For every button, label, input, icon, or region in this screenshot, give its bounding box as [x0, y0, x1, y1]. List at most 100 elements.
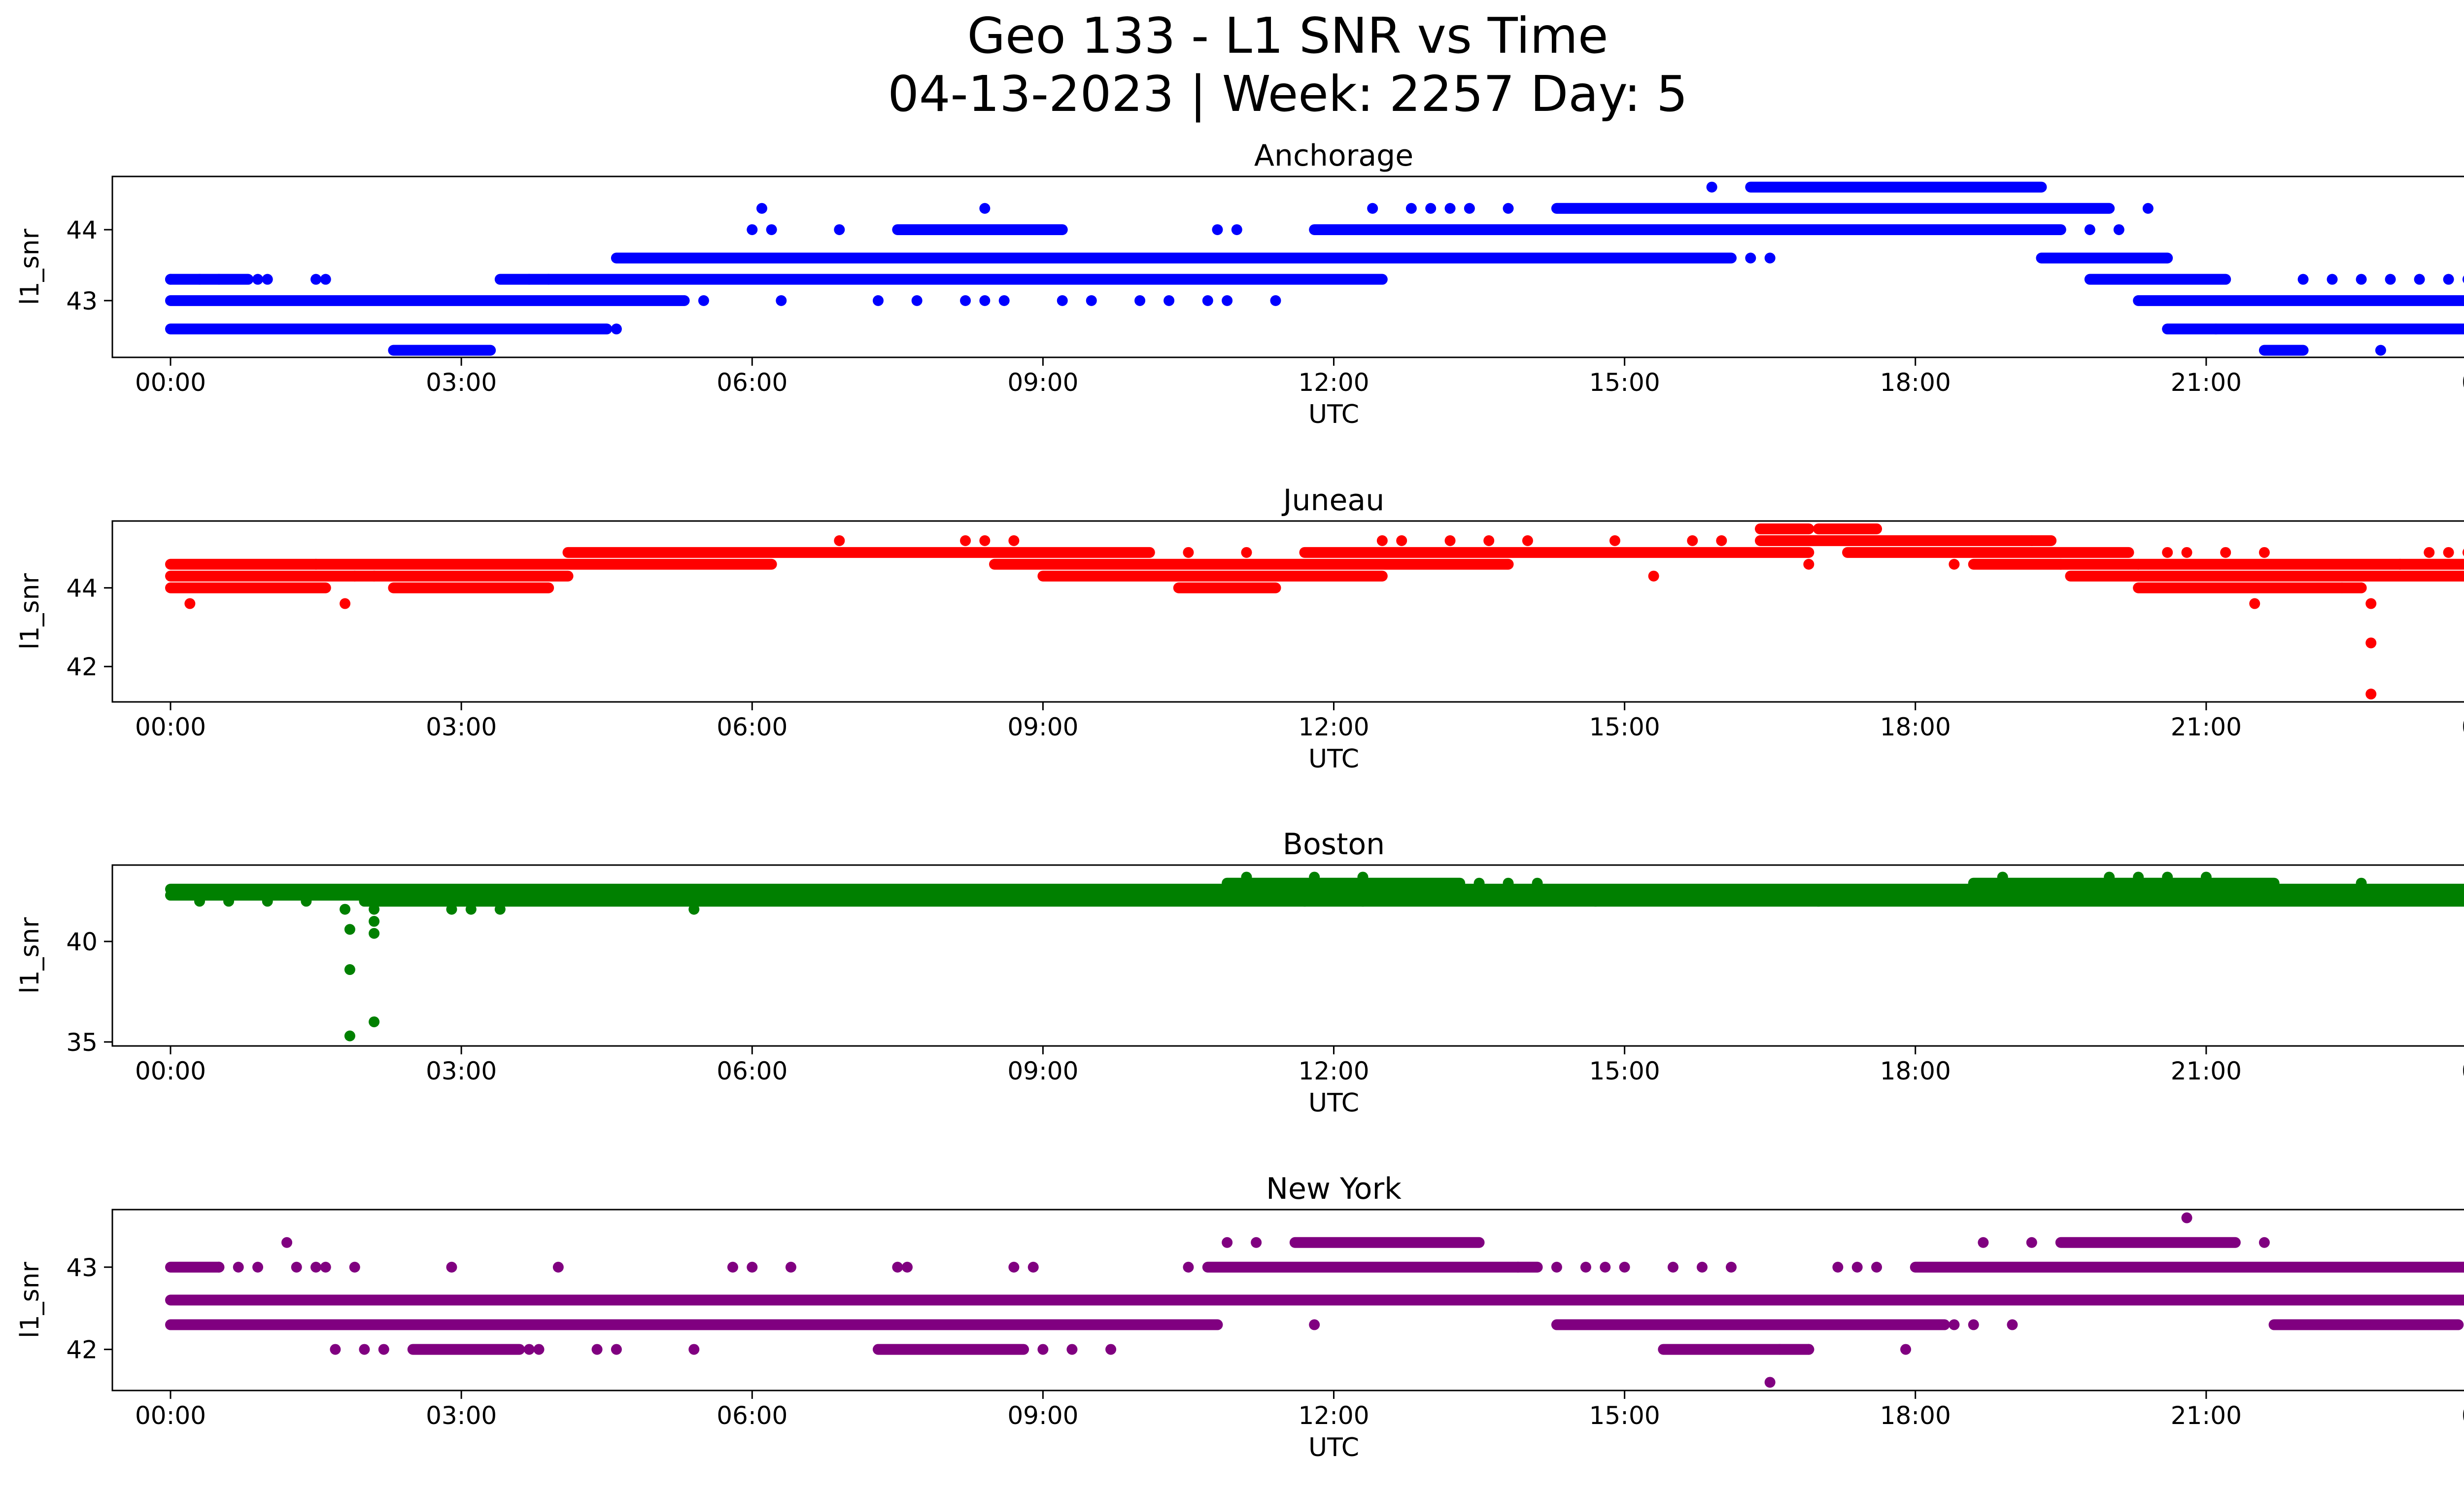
x-tick-label: 00:00	[135, 1057, 206, 1085]
data-point	[2026, 1237, 2037, 1248]
data-point	[998, 295, 1010, 306]
data-point	[262, 896, 273, 907]
data-point	[1871, 1261, 1882, 1273]
y-tick-label: 44	[66, 216, 98, 244]
panel-title: New York	[1266, 1172, 1402, 1206]
x-tick-label: 00:00	[2462, 1401, 2464, 1430]
data-points	[165, 1212, 2464, 1388]
data-point	[330, 1344, 341, 1355]
data-point	[1609, 535, 1620, 546]
data-point	[747, 1261, 758, 1273]
data-point	[2181, 547, 2192, 558]
x-tick-label: 18:00	[1880, 713, 1951, 741]
data-point	[1008, 1261, 1020, 1273]
x-tick-label: 06:00	[717, 1401, 787, 1430]
data-point	[1997, 871, 2008, 883]
y-tick-label: 40	[66, 928, 98, 956]
data-point	[1222, 1237, 1233, 1248]
data-point	[213, 1261, 225, 1273]
data-points	[165, 871, 2464, 1042]
data-point	[310, 558, 322, 570]
data-point	[2142, 203, 2154, 214]
data-point	[543, 274, 554, 285]
data-point	[1396, 535, 1407, 546]
data-point	[301, 896, 312, 907]
data-point	[688, 904, 700, 915]
data-point	[1270, 295, 1281, 306]
x-tick-label: 09:00	[1007, 1057, 1078, 1085]
x-tick-label: 00:00	[2462, 1057, 2464, 1085]
data-point	[1745, 252, 1756, 264]
data-point	[2104, 871, 2115, 883]
x-axis-label: UTC	[1308, 400, 1359, 429]
data-point	[1900, 1344, 1912, 1355]
y-axis-label: l1_snr	[15, 573, 45, 650]
data-point	[1483, 535, 1495, 546]
data-point	[1231, 224, 1242, 235]
x-tick-label: 00:00	[2462, 713, 2464, 741]
figure-title-line-1: Geo 133 - L1 SNR vs Time	[967, 7, 1608, 65]
data-point	[1212, 224, 1223, 235]
data-point	[2259, 1237, 2270, 1248]
data-point	[756, 203, 767, 214]
data-point	[1444, 535, 1456, 546]
x-tick-label: 00:00	[135, 368, 206, 397]
x-tick-label: 15:00	[1589, 368, 1660, 397]
data-point	[1648, 570, 1659, 582]
data-point	[2278, 1319, 2290, 1330]
data-point	[1027, 1261, 1039, 1273]
data-point	[1832, 1261, 1844, 1273]
data-point	[494, 904, 506, 915]
data-point	[359, 1344, 370, 1355]
data-point	[1929, 224, 1941, 235]
x-tick-label: 21:00	[2171, 1057, 2242, 1085]
figure-title-line-2: 04-13-2023 | Week: 2257 Day: 5	[888, 65, 1688, 123]
x-tick-label: 00:00	[135, 713, 206, 741]
data-point	[1764, 1377, 1776, 1388]
x-tick-label: 03:00	[426, 368, 497, 397]
data-point	[252, 274, 264, 285]
data-point	[533, 1344, 545, 1355]
data-point	[378, 1344, 389, 1355]
data-point	[2181, 1212, 2192, 1223]
data-point	[1037, 1344, 1049, 1355]
data-point	[776, 295, 787, 306]
panel-new-york: 00:00 03:00 06:00 09:00 12:00 15:00 18:00 21:00…	[15, 1172, 2464, 1462]
data-point	[1222, 295, 1233, 306]
data-point	[872, 295, 884, 306]
data-point	[2356, 274, 2367, 285]
data-point	[1687, 535, 1698, 546]
x-tick-label: 09:00	[1007, 1401, 1078, 1430]
data-point	[1968, 1319, 1979, 1330]
panel-title: Anchorage	[1254, 139, 1413, 173]
data-point	[340, 598, 351, 609]
data-point	[2200, 871, 2212, 883]
x-tick-label: 12:00	[1298, 1401, 1369, 1430]
data-point	[1813, 896, 1824, 907]
data-point	[1590, 1319, 1601, 1330]
data-point	[1949, 558, 1960, 570]
data-point	[1551, 1261, 1562, 1273]
data-point	[320, 1261, 331, 1273]
data-point	[233, 1261, 244, 1273]
y-axis-label: l1_snr	[15, 1261, 45, 1338]
data-point	[465, 904, 477, 915]
data-point	[523, 274, 535, 285]
y-tick-label: 35	[66, 1028, 98, 1057]
data-point	[1183, 547, 1194, 558]
data-point	[766, 224, 777, 235]
data-point	[184, 598, 196, 609]
x-tick-label: 21:00	[2171, 1401, 2242, 1430]
x-tick-label: 15:00	[1589, 713, 1660, 741]
data-point	[892, 1261, 903, 1273]
x-axis-label: UTC	[1308, 1088, 1359, 1118]
data-point	[2133, 558, 2144, 570]
data-point	[1251, 1237, 1262, 1248]
data-point	[1241, 547, 1252, 558]
data-point	[1473, 877, 1485, 889]
data-point	[223, 896, 235, 907]
y-axis-label: l1_snr	[15, 917, 45, 994]
data-point	[2026, 535, 2037, 546]
data-point	[1164, 295, 1175, 306]
